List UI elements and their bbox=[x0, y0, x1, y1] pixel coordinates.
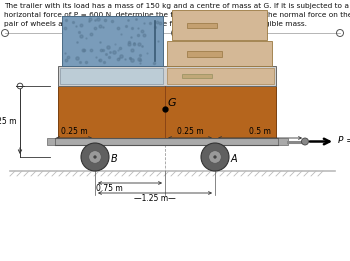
Bar bbox=[167, 41, 272, 66]
Bar bbox=[187, 51, 222, 57]
Bar bbox=[55, 138, 278, 145]
Circle shape bbox=[81, 143, 109, 171]
Bar bbox=[47, 138, 55, 145]
Circle shape bbox=[213, 155, 217, 159]
Bar bbox=[278, 138, 288, 145]
Circle shape bbox=[201, 143, 229, 171]
Text: 0.25 m: 0.25 m bbox=[177, 127, 203, 136]
Text: —1.25 m—: —1.25 m— bbox=[134, 194, 176, 203]
Text: 1.25 m: 1.25 m bbox=[0, 117, 17, 126]
Bar bbox=[167, 68, 274, 84]
Bar bbox=[58, 86, 276, 138]
Bar bbox=[58, 66, 276, 86]
Text: 0.25 m: 0.25 m bbox=[61, 127, 87, 136]
Text: 0.75 m: 0.75 m bbox=[96, 184, 123, 193]
Bar bbox=[60, 68, 163, 84]
Text: A: A bbox=[231, 154, 238, 164]
Text: P = 600 N: P = 600 N bbox=[338, 136, 350, 145]
Text: G: G bbox=[168, 98, 177, 108]
Text: horizontal force of P = 600 N, determine the trailer’s acceleration and the norm: horizontal force of P = 600 N, determine… bbox=[4, 12, 350, 18]
Bar bbox=[182, 74, 212, 78]
Text: B: B bbox=[111, 154, 118, 164]
Bar bbox=[187, 23, 217, 28]
Text: The trailer with its load has a mass of 150 kg and a centre of mass at G. If it : The trailer with its load has a mass of … bbox=[4, 3, 349, 9]
Bar bbox=[62, 16, 163, 66]
Circle shape bbox=[89, 151, 101, 163]
Circle shape bbox=[301, 138, 308, 145]
Bar bbox=[172, 10, 267, 40]
Text: pair of wheels at A and at B. The wheels are free to roll and have negligible ma: pair of wheels at A and at B. The wheels… bbox=[4, 21, 307, 27]
Circle shape bbox=[209, 151, 221, 163]
Circle shape bbox=[93, 155, 97, 159]
Text: 0.5 m: 0.5 m bbox=[249, 127, 271, 136]
